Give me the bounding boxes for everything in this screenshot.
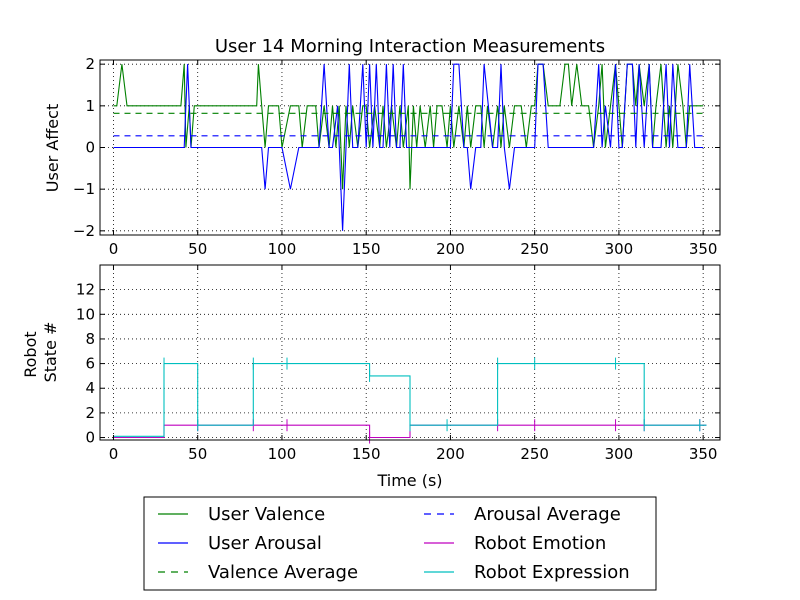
robot-x-tick-label: 200 [436,445,465,463]
robot-x-tick-label: 50 [188,445,207,463]
affect-x-tick-label: 300 [605,240,634,258]
legend-box [143,496,657,591]
robot-y-axis-label-line2: State # [41,322,60,383]
legend-label-robot-emotion: Robot Emotion [474,533,606,554]
affect-chart: User 14 Morning Interaction Measurements… [43,36,721,258]
robot-y-tick-label: 10 [76,305,95,323]
legend-label-user-valence: User Valence [208,504,325,525]
affect-y-tick-label: −2 [73,222,95,240]
affect-x-tick-label: 100 [268,240,297,258]
robot-y-tick-label: 2 [85,404,95,422]
affect-x-tick-label: 200 [436,240,465,258]
legend-entries: User Valence User Arousal Valence Average A… [158,504,630,583]
affect-x-tick-label: 350 [689,240,718,258]
robot-y-tick-label: 8 [85,330,95,348]
affect-y-axis-label: User Affect [43,104,62,192]
robot-y-tick-label: 0 [85,429,95,447]
chart-title: User 14 Morning Interaction Measurements [215,36,605,57]
robot-x-tick-label: 250 [520,445,549,463]
affect-x-tick-label: 150 [352,240,381,258]
affect-y-tick-label: 2 [85,55,95,73]
affect-y-tick-label: 0 [85,139,95,157]
user-valence-line [113,63,704,190]
legend: User Valence User Arousal Valence Average A… [143,496,657,591]
affect-x-tick-label: 250 [520,240,549,258]
user-arousal-line [113,63,704,231]
affect-y-ticks: −2 −1 0 1 2 [73,55,720,240]
legend-label-robot-expression: Robot Expression [474,562,630,583]
legend-label-arousal-average: Arousal Average [474,504,621,525]
robot-y-tick-label: 4 [85,379,95,397]
robot-y-tick-label: 6 [85,355,95,373]
robot-plot-frame [99,264,721,441]
robot-y-ticks: 0 2 4 6 8 10 12 [76,281,720,447]
affect-x-ticks: 0 50 100 150 200 250 300 350 [109,60,718,258]
affect-series [113,63,704,231]
robot-y-tick-label: 12 [76,281,95,299]
robot-x-tick-label: 150 [352,445,381,463]
affect-y-tick-label: 1 [85,97,95,115]
legend-label-valence-average: Valence Average [208,562,358,583]
robot-x-tick-label: 0 [109,445,119,463]
robot-series [113,357,707,444]
robot-x-ticks: 0 50 100 150 200 250 300 350 [109,265,718,463]
affect-x-tick-label: 50 [188,240,207,258]
robot-y-axis-label: Robot State # [21,322,60,383]
robot-x-tick-label: 350 [689,445,718,463]
robot-state-chart: 0 50 100 150 200 250 300 350 0 2 4 6 8 10 12 Robot St… [21,264,721,490]
robot-expression-line [113,363,707,437]
legend-label-user-arousal: User Arousal [208,533,322,554]
robot-x-tick-label: 100 [268,445,297,463]
affect-y-tick-label: −1 [73,180,95,198]
robot-y-axis-label-line1: Robot [21,331,40,377]
robot-x-tick-label: 300 [605,445,634,463]
affect-x-tick-label: 0 [109,240,119,258]
x-axis-label: Time (s) [376,471,442,490]
robot-emotion-line [113,424,707,439]
